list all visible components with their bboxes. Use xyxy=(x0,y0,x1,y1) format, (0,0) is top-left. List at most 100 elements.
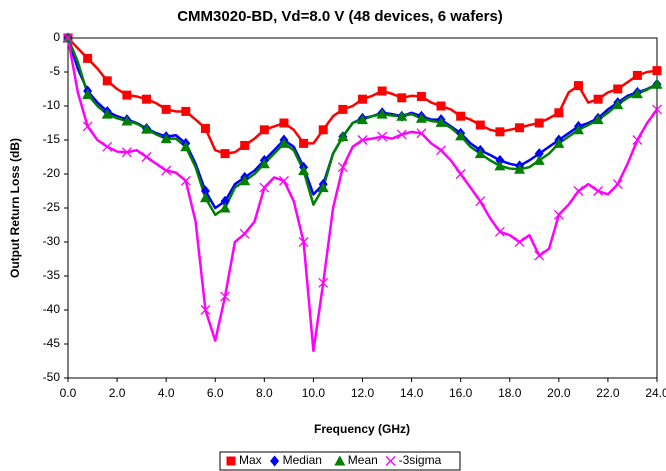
data-point xyxy=(102,76,112,86)
data-point xyxy=(436,145,446,156)
x-tick-label: 6.0 xyxy=(207,386,224,400)
data-point xyxy=(455,130,467,141)
x-tick-label: 22.0 xyxy=(596,386,620,400)
data-point xyxy=(259,125,269,135)
data-point xyxy=(199,192,211,203)
data-point xyxy=(121,115,133,126)
y-tick-label: -25 xyxy=(43,200,61,214)
data-point xyxy=(220,195,230,207)
data-point xyxy=(200,123,210,133)
data-point xyxy=(632,135,643,145)
data-point xyxy=(652,104,662,115)
data-point xyxy=(200,185,210,197)
data-point xyxy=(279,175,289,186)
data-point xyxy=(63,33,73,43)
data-point xyxy=(612,179,623,190)
data-point xyxy=(142,94,152,104)
data-point xyxy=(533,154,545,165)
data-point xyxy=(612,99,624,110)
data-point xyxy=(573,186,584,196)
data-point xyxy=(357,135,368,145)
data-point xyxy=(494,226,505,237)
y-tick-label: -10 xyxy=(43,98,61,112)
data-point xyxy=(220,291,231,302)
data-point xyxy=(456,111,466,121)
data-point xyxy=(416,91,426,101)
data-point xyxy=(592,114,604,125)
x-tick-label: 8.0 xyxy=(256,386,273,400)
data-point xyxy=(338,104,348,114)
data-point xyxy=(397,93,407,103)
data-point xyxy=(593,94,603,104)
x-tick-label: 12.0 xyxy=(351,386,375,400)
y-tick-label: -40 xyxy=(43,302,61,316)
data-point xyxy=(632,70,642,80)
data-point xyxy=(436,101,446,111)
data-point xyxy=(180,175,191,186)
data-point xyxy=(377,131,388,142)
series-line xyxy=(66,37,658,217)
data-point xyxy=(318,277,329,288)
data-point xyxy=(220,149,230,159)
data-point xyxy=(416,128,427,139)
data-point xyxy=(82,121,93,132)
data-point xyxy=(239,175,251,186)
legend-label: Mean xyxy=(348,453,378,467)
x-tick-label: 16.0 xyxy=(449,386,473,400)
data-point xyxy=(613,84,623,94)
x-axis-label: Frequency (GHz) xyxy=(314,422,410,436)
data-point xyxy=(337,162,348,173)
y-tick-label: -35 xyxy=(43,268,61,282)
data-point xyxy=(534,250,545,261)
data-point xyxy=(181,106,191,116)
data-point xyxy=(298,165,310,176)
data-point xyxy=(318,125,328,135)
data-point xyxy=(455,169,466,179)
data-point xyxy=(396,129,407,140)
data-point xyxy=(240,140,250,150)
data-point xyxy=(572,124,584,135)
data-point xyxy=(239,228,250,239)
legend-marker xyxy=(270,455,280,467)
data-point xyxy=(358,94,367,104)
data-point xyxy=(534,148,544,160)
data-point xyxy=(141,152,152,162)
y-tick-label: -15 xyxy=(43,132,61,146)
legend-marker xyxy=(334,455,346,466)
legend-label: Max xyxy=(239,453,262,467)
data-point xyxy=(317,182,329,193)
y-tick-label: -50 xyxy=(43,370,61,384)
data-point xyxy=(553,137,565,148)
data-point xyxy=(475,196,486,207)
chart-title: CMM3020-BD, Vd=8.0 V (48 devices, 6 wafe… xyxy=(177,8,503,25)
data-point xyxy=(258,158,270,169)
data-point xyxy=(82,88,94,99)
data-point xyxy=(180,141,192,152)
data-point xyxy=(279,118,289,128)
data-point xyxy=(278,137,290,148)
data-point xyxy=(357,114,368,125)
data-point xyxy=(219,202,231,213)
data-point xyxy=(161,165,172,176)
y-tick-label: -45 xyxy=(43,336,61,350)
data-point xyxy=(299,138,309,148)
data-point xyxy=(495,127,505,137)
series-line xyxy=(66,37,659,353)
x-tick-label: 0.0 xyxy=(60,386,77,400)
x-tick-label: 20.0 xyxy=(547,386,571,400)
data-point xyxy=(435,116,447,127)
data-point xyxy=(101,108,113,119)
data-point xyxy=(259,182,270,193)
x-tick-label: 4.0 xyxy=(158,386,175,400)
data-point xyxy=(377,86,387,96)
data-point xyxy=(160,133,172,144)
data-point xyxy=(122,90,132,100)
legend-label: -3sigma xyxy=(399,453,442,467)
data-point xyxy=(554,108,564,118)
data-point xyxy=(337,131,349,142)
data-point xyxy=(396,110,408,121)
x-tick-label: 10.0 xyxy=(302,386,326,400)
data-point xyxy=(652,66,662,76)
data-point xyxy=(651,78,663,89)
